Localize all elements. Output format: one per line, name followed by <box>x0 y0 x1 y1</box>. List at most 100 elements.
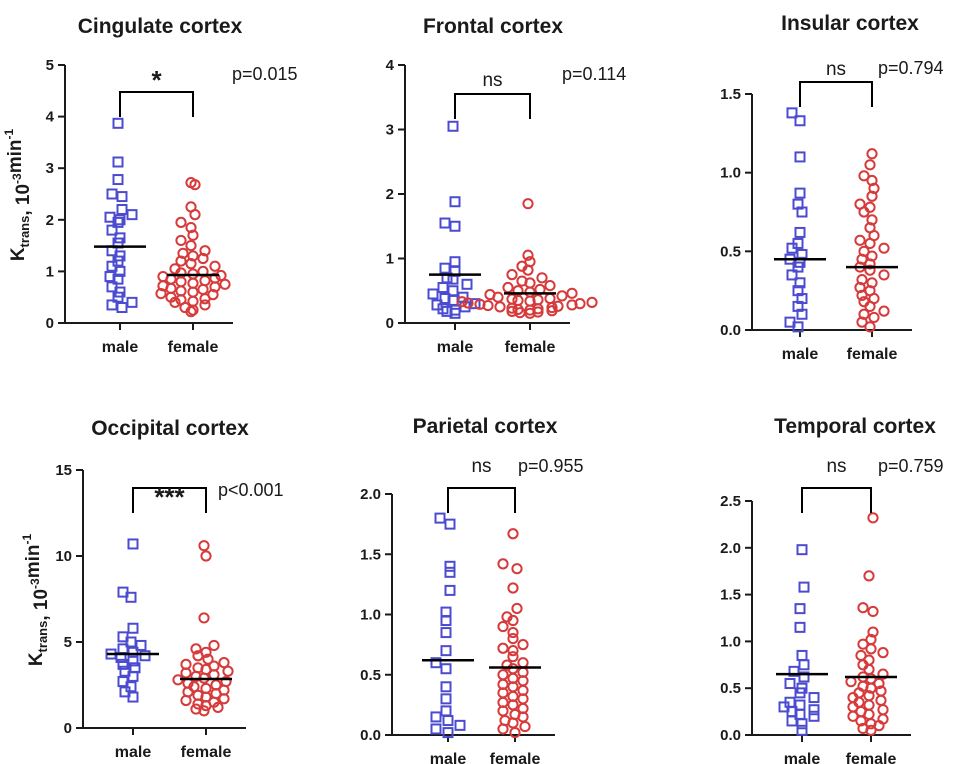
p-value-label: p=0.015 <box>232 64 298 84</box>
data-point-female <box>866 148 878 160</box>
data-point-male <box>794 277 806 289</box>
data-point-female <box>501 611 513 623</box>
data-point-female <box>507 645 519 657</box>
significance-label: ns <box>471 456 491 477</box>
chart-panel: Parietal cortex 0.0 0.5 1.0 1.5 2.0 male female… <box>360 415 583 764</box>
data-point-female <box>506 269 518 281</box>
data-point-female <box>857 722 869 735</box>
data-point-male <box>112 174 124 186</box>
y-tick-label: 4 <box>46 109 55 126</box>
data-point-female <box>497 558 509 570</box>
p-value-label: p<0.001 <box>218 480 284 500</box>
x-category-label: male <box>784 751 821 764</box>
y-tick-label: 2 <box>46 212 54 229</box>
data-point-male <box>106 188 118 200</box>
data-point-male <box>449 256 461 268</box>
data-point-male <box>430 723 442 735</box>
data-point-male <box>440 705 452 717</box>
data-point-female <box>219 278 231 290</box>
data-point-female <box>507 633 519 645</box>
data-point-female <box>863 570 875 582</box>
y-tick-label: 0 <box>386 315 394 332</box>
panel-title: Occipital cortex <box>91 417 249 440</box>
data-point-female <box>552 300 564 312</box>
y-axis-label-part: -1 <box>20 533 34 544</box>
data-point-male <box>792 198 804 210</box>
data-point-female <box>200 682 212 695</box>
significance-label: *** <box>154 482 185 512</box>
data-point-female <box>864 159 876 171</box>
data-point-male <box>106 224 118 236</box>
data-point-female <box>854 234 866 246</box>
y-axis-label-part: , 10 <box>31 589 52 621</box>
data-point-male <box>126 209 138 221</box>
data-point-female <box>175 255 187 267</box>
data-point-female <box>507 582 519 594</box>
data-point-female <box>865 633 877 646</box>
data-point-male <box>449 220 461 232</box>
y-axis-label-part: min <box>23 544 44 578</box>
data-point-male <box>439 292 451 304</box>
data-point-male <box>127 622 139 634</box>
data-point-male <box>126 296 138 308</box>
data-point-female <box>190 703 202 715</box>
data-point-female <box>207 289 219 301</box>
panel-title: Cingulate cortex <box>78 15 243 38</box>
data-point-female <box>199 275 211 287</box>
data-point-male <box>808 704 820 716</box>
y-tick-label: 0 <box>64 720 72 737</box>
data-point-female <box>574 298 586 310</box>
chart-panel: Temporal cortex 0.0 0.5 1.0 1.5 2.0 2.5 male fem… <box>720 415 943 764</box>
data-point-female <box>175 234 187 247</box>
data-point-male <box>794 226 806 238</box>
data-point-female <box>209 260 221 272</box>
data-point-female <box>857 638 869 650</box>
data-point-female <box>858 170 870 182</box>
data-point-female <box>878 305 890 317</box>
data-point-female <box>482 299 494 312</box>
data-point-female <box>877 668 889 680</box>
data-point-female <box>507 651 519 663</box>
data-point-female <box>877 647 889 659</box>
data-point-female <box>208 660 220 672</box>
data-point-female <box>187 250 199 262</box>
data-point-female <box>199 245 211 257</box>
data-point-male <box>786 107 798 119</box>
data-point-female <box>858 308 870 320</box>
data-point-female <box>208 639 220 652</box>
data-point-female <box>863 690 875 702</box>
data-point-male <box>794 621 806 633</box>
data-point-female <box>502 281 514 294</box>
data-point-female <box>857 602 869 614</box>
y-axis-label-part: , 10 <box>13 184 34 216</box>
p-value-label: p=0.114 <box>562 64 626 84</box>
x-category-label: female <box>847 346 898 363</box>
p-value-label: p=0.955 <box>518 456 584 476</box>
significance-label: * <box>151 65 162 95</box>
data-point-female <box>222 665 234 677</box>
data-point-male <box>439 262 451 274</box>
significance-label: ns <box>826 456 846 477</box>
x-category-label: male <box>782 346 819 363</box>
data-point-male <box>139 650 151 662</box>
data-point-male <box>114 232 126 244</box>
y-tick-label: 5 <box>64 634 72 651</box>
y-tick-label: 4 <box>386 57 395 74</box>
data-point-female <box>867 512 879 524</box>
data-point-female <box>474 298 486 310</box>
data-point-female <box>866 174 878 187</box>
data-point-female <box>522 249 534 261</box>
data-point-male <box>127 538 139 550</box>
x-category-label: female <box>505 339 556 356</box>
y-tick-label: 10 <box>55 548 72 565</box>
data-point-male <box>117 586 129 598</box>
data-point-female <box>516 260 528 272</box>
data-point-male <box>796 724 808 736</box>
data-point-female <box>190 643 202 655</box>
data-point-male <box>129 662 141 674</box>
panel-title: Insular cortex <box>781 12 919 35</box>
significance-bracket <box>119 91 194 117</box>
data-point-female <box>873 677 885 690</box>
data-point-female <box>197 283 209 296</box>
